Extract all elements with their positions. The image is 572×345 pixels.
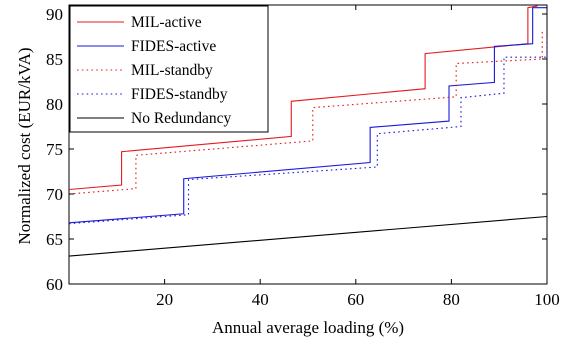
legend-label-3: MIL-standby bbox=[131, 62, 213, 79]
series-line-4 bbox=[68, 36, 548, 225]
y-tick-label: 90 bbox=[46, 5, 63, 24]
legend-label-1: MIL-active bbox=[131, 14, 202, 31]
y-tick-label: 80 bbox=[46, 95, 63, 114]
series-layer bbox=[68, 5, 548, 257]
plot-area: 20 40 60 80 100 60 65 70 75 80 85 90 bbox=[46, 4, 560, 309]
x-tick-label: 80 bbox=[443, 290, 460, 309]
x-tick-label: 60 bbox=[347, 290, 364, 309]
series-line-3 bbox=[68, 29, 543, 195]
x-tick-label: 40 bbox=[252, 290, 269, 309]
y-tick-label: 60 bbox=[46, 275, 63, 294]
legend: MIL-active FIDES-active MIL-standby FIDES-s… bbox=[69, 5, 269, 133]
y-tick-label: 70 bbox=[46, 185, 63, 204]
legend-label-4: FIDES-standby bbox=[131, 86, 228, 103]
x-tick-label: 100 bbox=[534, 290, 560, 309]
plot-frame bbox=[68, 4, 548, 285]
y-axis-ticks: 60 65 70 75 80 85 90 bbox=[46, 5, 547, 294]
legend-label-5: No Redundancy bbox=[131, 110, 232, 127]
legend-box bbox=[69, 5, 269, 133]
legend-label-2: FIDES-active bbox=[131, 38, 216, 55]
y-axis-label: Normalized cost (EUR/kVA) bbox=[15, 47, 34, 244]
legend-entries: MIL-active FIDES-active MIL-standby FIDES-s… bbox=[77, 14, 232, 127]
y-tick-label: 75 bbox=[46, 140, 63, 159]
series-line-5 bbox=[68, 215, 548, 257]
series-line-1 bbox=[68, 5, 538, 191]
series-line-2 bbox=[68, 7, 547, 224]
x-axis-ticks: 20 40 60 80 100 bbox=[156, 5, 560, 309]
x-tick-label: 20 bbox=[156, 290, 173, 309]
y-tick-label: 85 bbox=[46, 50, 63, 69]
y-tick-label: 65 bbox=[46, 230, 63, 249]
x-axis-label: Annual average loading (%) bbox=[212, 318, 404, 337]
